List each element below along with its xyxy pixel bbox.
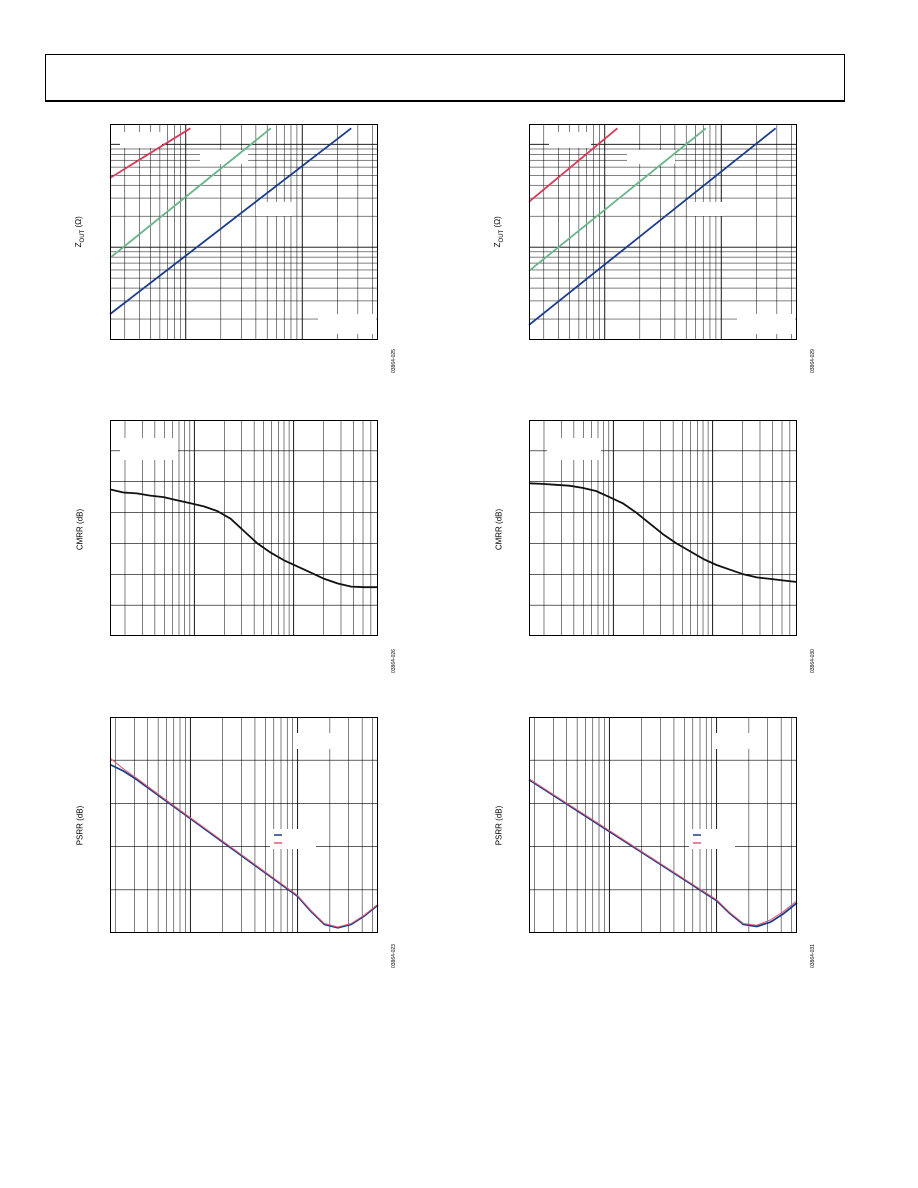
fig-id-zout-left: 03864-025: [391, 349, 397, 373]
plot-frame: [529, 717, 797, 933]
series-line-0: [109, 127, 191, 179]
zout-left-ylabel: ZOUT (Ω): [74, 216, 86, 248]
legend-box: [120, 132, 162, 148]
series-line-0: [528, 778, 798, 928]
legend-box: [256, 202, 292, 216]
chart-svg: [528, 124, 797, 340]
legend-box: [737, 314, 795, 334]
chart-svg: [109, 420, 378, 636]
series-line-0: [109, 488, 378, 589]
cmrr-left-ylabel: CMRR (dB): [75, 508, 85, 551]
legend-box: [547, 438, 601, 460]
fig-id-cmrr-right: 03864-030: [810, 649, 816, 673]
fig-id-zout-right: 03864-029: [810, 349, 816, 373]
series-line-2: [528, 127, 777, 326]
legend-box: [627, 150, 675, 164]
legend-box: [200, 150, 248, 164]
page-header-box: [45, 54, 845, 102]
series-line-2: [109, 127, 352, 315]
cmrr-chart-left: [109, 420, 378, 636]
plot-frame: [110, 124, 378, 340]
psrr-chart-right: [528, 717, 798, 933]
psrr-chart-left: [109, 717, 379, 933]
fig-id-psrr-right: 03864-031: [810, 944, 816, 968]
zout-chart-left: [109, 124, 378, 340]
series-line-0: [528, 127, 618, 203]
psrr-left-ylabel: PSRR (dB): [75, 805, 85, 846]
plot-frame: [110, 717, 378, 933]
legend-box: [120, 438, 178, 460]
cmrr-chart-right: [528, 420, 798, 636]
zout-right-ylabel: ZOUT (Ω): [493, 216, 505, 248]
fig-id-cmrr-left: 03864-026: [391, 649, 397, 673]
chart-svg: [109, 717, 379, 933]
legend-box: [713, 733, 763, 749]
chart-svg: [528, 717, 798, 933]
legend-box: [318, 314, 376, 334]
legend-box: [687, 202, 723, 216]
legend-box: [270, 829, 316, 849]
plot-frame: [110, 420, 378, 636]
zout-chart-right: [528, 124, 797, 340]
series-line-1: [528, 778, 798, 926]
psrr-right-ylabel: PSRR (dB): [494, 805, 504, 846]
plot-frame: [529, 420, 797, 636]
chart-svg: [528, 420, 798, 636]
series-line-0: [528, 482, 798, 583]
plot-frame: [529, 124, 797, 340]
series-line-1: [528, 127, 707, 272]
legend-box: [549, 132, 591, 148]
series-line-0: [109, 763, 379, 929]
fig-id-psrr-left: 03864-023: [391, 944, 397, 968]
legend-box: [689, 829, 735, 849]
cmrr-right-ylabel: CMRR (dB): [494, 508, 504, 551]
series-line-1: [109, 757, 379, 928]
series-line-1: [109, 127, 272, 259]
legend-box: [294, 733, 344, 749]
chart-svg: [109, 124, 378, 340]
